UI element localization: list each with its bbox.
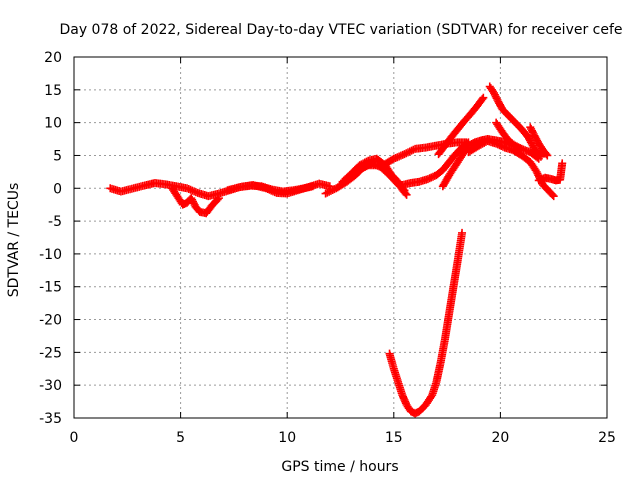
series-arc-15 [385,228,467,418]
series-arc-6 [351,138,471,176]
series-arc-11 [464,137,558,201]
data-point [533,153,542,162]
data-point [543,151,552,160]
series-arc-9 [434,93,488,159]
x-tick-label: 25 [598,430,616,446]
data-point [542,150,551,159]
data-point [404,148,413,157]
y-tick-label: -20 [39,313,62,329]
y-tick-label: 15 [44,83,62,99]
y-tick-label: 20 [44,50,62,66]
x-axis-label: GPS time / hours [281,459,398,475]
x-tick-label: 20 [491,430,509,446]
data-point [558,159,567,168]
series-arc-12 [492,118,543,163]
data-point [405,147,414,156]
data-point [548,191,557,199]
series-arc-2 [168,184,223,218]
data-point [328,186,337,195]
y-tick-label: 0 [53,181,62,197]
series-arc-14 [534,159,567,185]
chart-title: Day 078 of 2022, Sidereal Day-to-day VTE… [59,22,622,38]
data-point [458,228,467,237]
y-axis-label: SDTVAR / TECUs [6,183,22,298]
x-tick-label: 10 [278,430,296,446]
data-point [534,154,543,163]
data-point [321,189,330,198]
series-arc-10 [485,82,545,161]
x-tick-label: 15 [385,430,403,446]
data-point [407,146,416,155]
data-point [478,95,487,104]
data-point [402,149,411,158]
y-tick-label: -15 [39,280,62,296]
data-point [401,189,410,198]
data-point [323,188,332,197]
grid-lines [74,57,607,418]
data-point [427,392,436,401]
data-point [325,187,334,196]
y-tick-label: -30 [39,378,62,394]
data-point [213,195,222,204]
data-point [402,190,411,199]
y-tick-label: 10 [44,116,62,132]
y-tick-label: -35 [39,411,62,427]
y-tick-label: -10 [39,247,62,263]
y-tick-label: 5 [53,148,62,164]
data-point [549,192,558,201]
data-series [106,82,567,418]
y-tick-label: -25 [39,345,62,361]
data-point [409,145,418,154]
y-tick-label: -5 [48,214,62,230]
x-tick-label: 5 [176,430,185,446]
data-point [400,150,409,159]
series-arc-3 [223,179,334,198]
data-point [479,93,488,102]
plot-frame [73,56,608,419]
x-tick-label: 0 [70,430,79,446]
axis-ticks: 0 5 10 15 20 25 -35 -30 -25 -20 -15 -10 -5 0 5 10 15 20 [39,50,616,446]
series-arc-13 [526,123,552,160]
data-point [214,194,223,203]
data-point [326,186,335,195]
